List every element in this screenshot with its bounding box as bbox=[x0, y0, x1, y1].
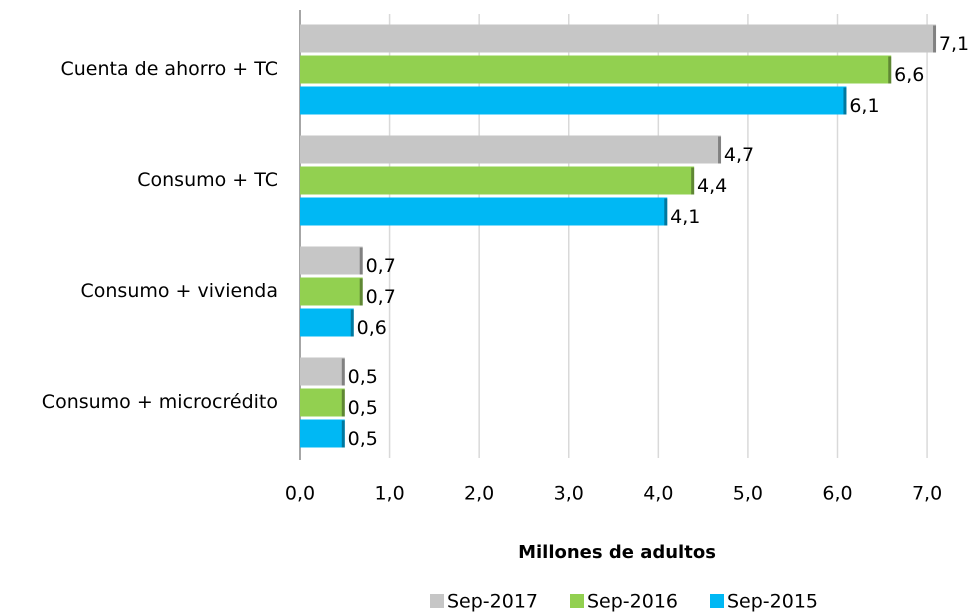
value-label: 6,1 bbox=[849, 95, 879, 117]
bar bbox=[300, 308, 354, 337]
bar-edge bbox=[664, 198, 668, 226]
value-label: 4,1 bbox=[670, 206, 700, 228]
y-tick-label: Consumo + microcrédito bbox=[42, 391, 278, 413]
y-tick-label: Consumo + TC bbox=[137, 169, 278, 191]
x-tick-label: 1,0 bbox=[374, 483, 404, 505]
x-tick-label: 4,0 bbox=[643, 483, 673, 505]
legend-label: Sep-2016 bbox=[587, 591, 678, 613]
bar bbox=[300, 419, 345, 448]
bar bbox=[300, 246, 363, 275]
bar-edge bbox=[359, 278, 363, 306]
bar-edge bbox=[933, 25, 937, 53]
value-label: 4,4 bbox=[697, 175, 727, 197]
bar bbox=[300, 86, 847, 115]
value-label: 4,7 bbox=[724, 144, 754, 166]
x-tick-label: 2,0 bbox=[464, 483, 494, 505]
bar-edge bbox=[350, 309, 354, 337]
bar-edge bbox=[341, 358, 345, 386]
x-tick-label: 5,0 bbox=[733, 483, 763, 505]
x-tick-label: 0,0 bbox=[285, 483, 315, 505]
legend-label: Sep-2017 bbox=[447, 591, 538, 613]
y-tick-label: Cuenta de ahorro + TC bbox=[60, 58, 278, 80]
bar-edge bbox=[691, 167, 695, 195]
bar bbox=[300, 135, 722, 164]
bar-edge bbox=[359, 247, 363, 275]
bar-edge bbox=[843, 87, 847, 115]
value-label: 0,5 bbox=[348, 397, 378, 419]
bar bbox=[300, 166, 695, 195]
bar bbox=[300, 24, 937, 53]
x-tick-label: 3,0 bbox=[554, 483, 584, 505]
legend-swatch bbox=[430, 594, 444, 608]
legend-swatch bbox=[570, 594, 584, 608]
bar-edge bbox=[718, 136, 722, 164]
value-label: 6,6 bbox=[894, 64, 924, 86]
bar bbox=[300, 55, 892, 84]
value-label: 0,6 bbox=[357, 317, 387, 339]
bar-edge bbox=[888, 56, 892, 84]
value-label: 0,5 bbox=[348, 366, 378, 388]
x-tick-label: 6,0 bbox=[822, 483, 852, 505]
value-label: 0,7 bbox=[366, 255, 396, 277]
bar bbox=[300, 277, 363, 306]
bar bbox=[300, 388, 345, 417]
bar-edge bbox=[341, 389, 345, 417]
y-tick-label: Consumo + vivienda bbox=[81, 280, 279, 302]
bar bbox=[300, 357, 345, 386]
value-label: 7,1 bbox=[939, 33, 969, 55]
value-label: 0,5 bbox=[348, 428, 378, 450]
value-label: 0,7 bbox=[366, 286, 396, 308]
legend-label: Sep-2015 bbox=[727, 591, 818, 613]
x-tick-label: 7,0 bbox=[912, 483, 942, 505]
x-axis-title: Millones de adultos bbox=[518, 542, 716, 563]
bar bbox=[300, 197, 668, 226]
bar-edge bbox=[341, 420, 345, 448]
legend-swatch bbox=[710, 594, 724, 608]
